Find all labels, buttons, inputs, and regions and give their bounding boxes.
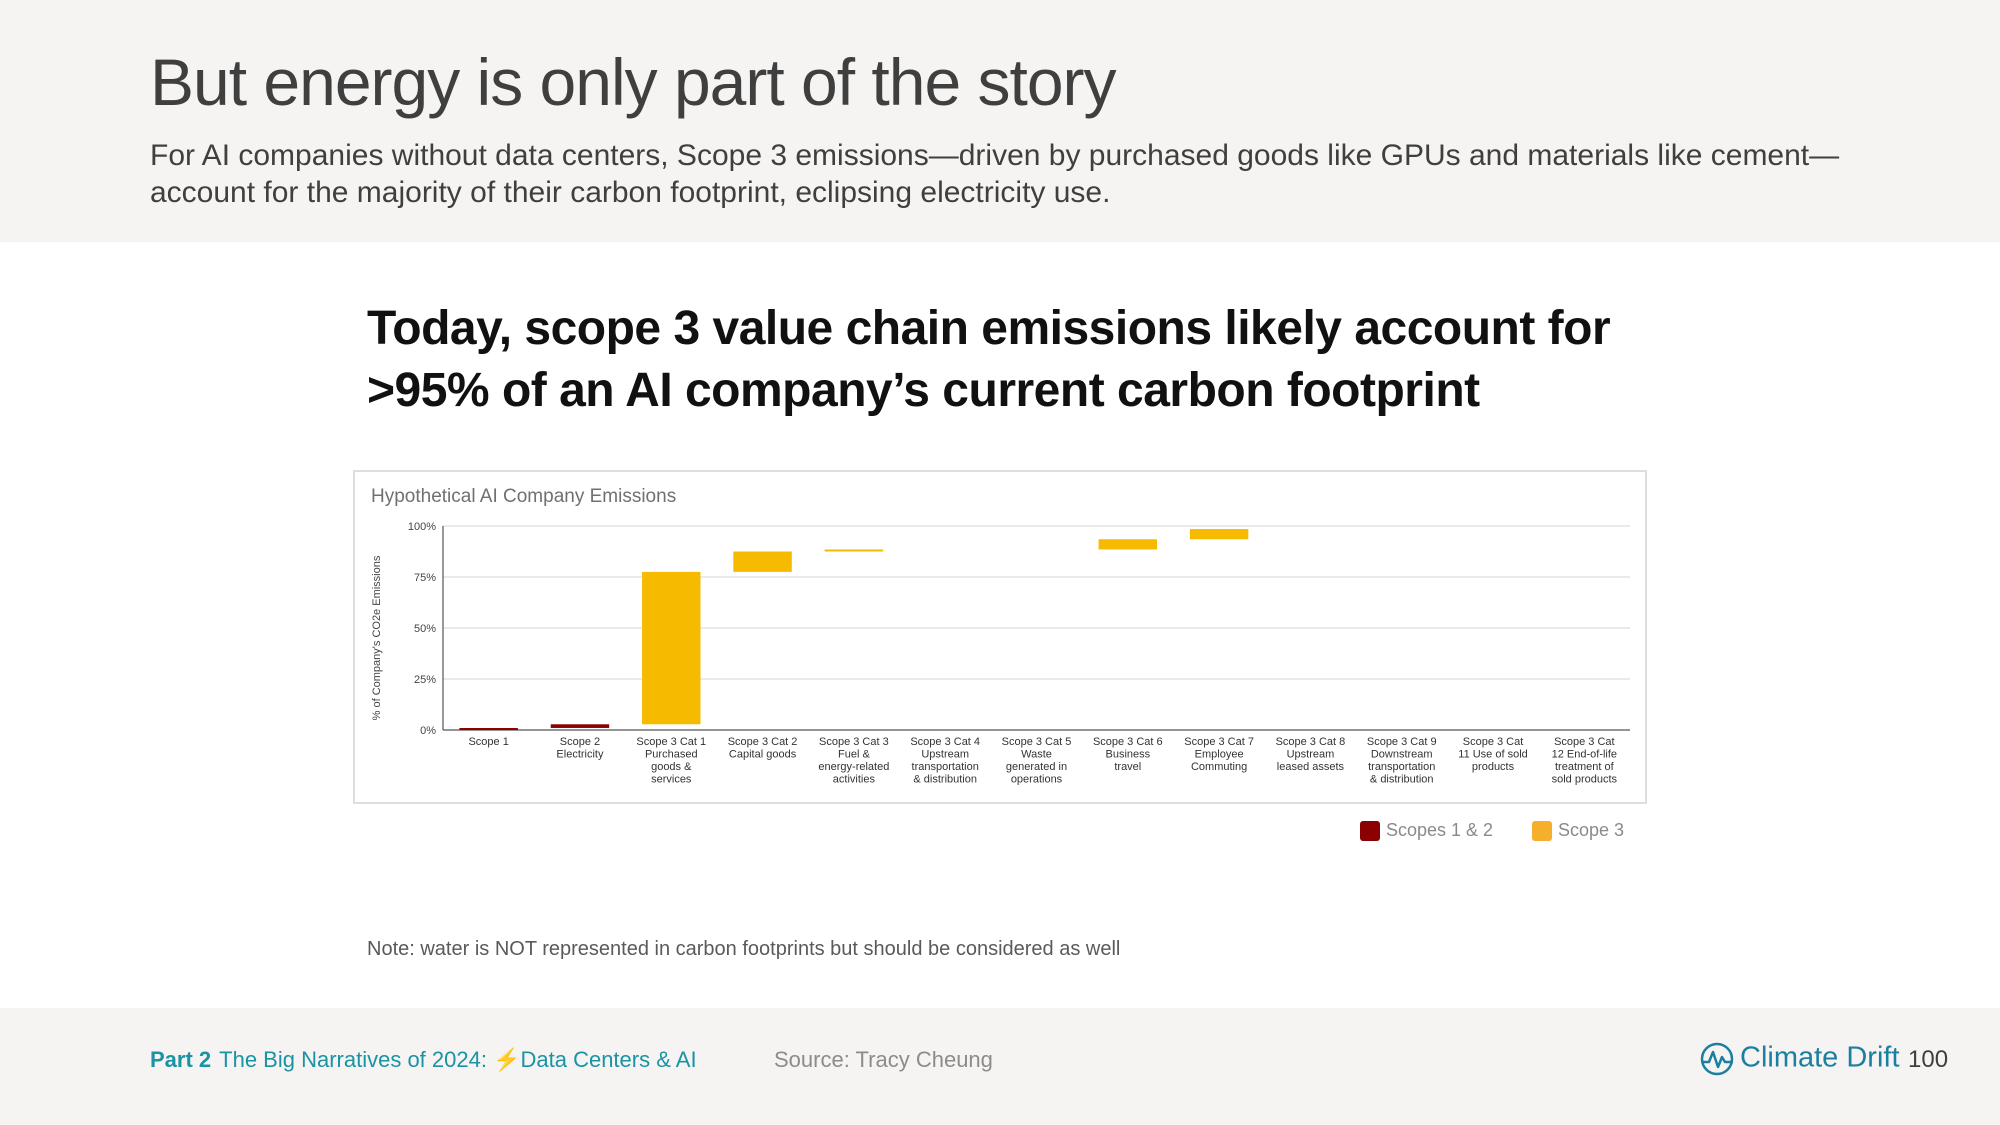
- x-tick-label: Scope 3 Cat 8: [1276, 736, 1346, 748]
- x-tick-label: goods &: [651, 761, 692, 773]
- x-tick-label: transportation: [1368, 761, 1435, 773]
- x-tick-label: Capital goods: [729, 749, 797, 761]
- x-tick-label: Scope 3 Cat 4: [910, 736, 980, 748]
- x-tick-label: Scope 3 Cat 6: [1093, 736, 1163, 748]
- x-tick-label: Commuting: [1191, 761, 1247, 773]
- x-tick-label: Scope 3 Cat 2: [728, 736, 798, 748]
- x-tick-label: 11 Use of sold: [1458, 749, 1528, 761]
- x-tick-label: Upstream: [921, 749, 969, 761]
- page-number: 100: [1908, 1046, 1949, 1073]
- chart-title: Hypothetical AI Company Emissions: [371, 486, 676, 507]
- chart-headline: Today, scope 3 value chain emissions lik…: [367, 302, 1611, 417]
- footer-band: [0, 1008, 2000, 1125]
- x-tick-label: Downstream: [1371, 749, 1433, 761]
- page-subtitle: For AI companies without data centers, S…: [150, 139, 1840, 209]
- x-tick-label: energy-related: [818, 761, 889, 773]
- page-title: But energy is only part of the story: [150, 45, 1117, 119]
- bar-scope-3: [824, 549, 884, 552]
- x-tick-label: Scope 3 Cat 5: [1002, 736, 1072, 748]
- legend-item-scopes-1-2: Scopes 1 & 2: [1360, 820, 1494, 842]
- x-tick-label: Fuel &: [838, 749, 870, 761]
- chart-frame: Hypothetical AI Company Emissions 0% 25% 50…: [353, 470, 1647, 804]
- x-tick-label: Scope 3 Cat: [1554, 736, 1615, 748]
- x-tick-label: Business: [1105, 749, 1150, 761]
- legend-swatch-scope-3: [1532, 821, 1552, 842]
- x-tick-label: Scope 3 Cat 3: [819, 736, 889, 748]
- y-tick-label: 75%: [414, 572, 436, 584]
- legend-item-scope-3: Scope 3: [1532, 820, 1625, 842]
- section-title-post: Data Centers & AI: [520, 1047, 697, 1072]
- y-tick-label: 0%: [420, 725, 436, 737]
- y-tick-label: 100%: [408, 521, 436, 533]
- x-tick-label: Purchased: [645, 749, 698, 761]
- lightning-icon: ⚡: [493, 1047, 521, 1072]
- climate-drift-logo-icon: [1700, 1042, 1734, 1076]
- x-tick-label: & distribution: [1370, 774, 1434, 786]
- bar-scope-3: [733, 551, 792, 572]
- header-band: But energy is only part of the story For…: [0, 0, 2000, 242]
- x-tick-label: Electricity: [556, 749, 604, 761]
- x-tick-label: sold products: [1552, 774, 1618, 786]
- legend-label: Scopes 1 & 2: [1386, 820, 1494, 840]
- bar-scope-3: [1189, 529, 1249, 540]
- x-tick-label: Waste: [1021, 749, 1052, 761]
- x-tick-label: transportation: [912, 761, 979, 773]
- x-tick-label: Scope 3 Cat 7: [1184, 736, 1254, 748]
- x-tick-label: leased assets: [1277, 761, 1345, 773]
- chart-note: Note: water is NOT represented in carbon…: [367, 938, 1121, 960]
- x-tick-label: 12 End-of-life: [1552, 749, 1617, 761]
- x-tick-label: services: [651, 774, 692, 786]
- x-tick-label: treatment of: [1555, 761, 1615, 773]
- x-tick-label: & distribution: [913, 774, 977, 786]
- y-tick-label: 50%: [414, 623, 436, 635]
- section-title-pre: The Big Narratives of 2024:: [219, 1047, 494, 1072]
- bar-scope-3: [642, 571, 701, 725]
- x-tick-label: Scope 3 Cat: [1463, 736, 1524, 748]
- x-tick-label: travel: [1114, 761, 1141, 773]
- brand-logo: Climate Drift: [1698, 1040, 1900, 1080]
- emissions-chart: Hypothetical AI Company Emissions 0% 25% 50…: [371, 486, 1630, 786]
- x-tick-label: Employee: [1195, 749, 1244, 761]
- footer-section-link[interactable]: Part 2 The Big Narratives of 2024: ⚡Data …: [150, 1047, 697, 1073]
- x-tick-label: activities: [833, 774, 876, 786]
- part-label: Part 2: [150, 1047, 212, 1072]
- x-tick-label: Upstream: [1287, 749, 1335, 761]
- y-axis-label: % of Company's CO2e Emissions: [371, 555, 383, 720]
- bar-scopes-1-2: [459, 728, 518, 730]
- x-tick-label: Scope 2: [560, 736, 600, 748]
- x-tick-label: operations: [1011, 774, 1063, 786]
- x-tick-label: generated in: [1006, 761, 1067, 773]
- source-credit: Source: Tracy Cheung: [774, 1047, 993, 1072]
- bar-scope-3: [1098, 539, 1158, 550]
- x-tick-label: Scope 1: [468, 736, 508, 748]
- bar-scopes-1-2: [550, 724, 610, 728]
- legend-label: Scope 3: [1558, 820, 1625, 840]
- legend-swatch-scopes-1-2: [1360, 821, 1380, 842]
- x-tick-label: Scope 3 Cat 1: [636, 736, 706, 748]
- y-tick-label: 25%: [414, 674, 436, 686]
- brand-name: Climate Drift: [1740, 1041, 1900, 1074]
- x-tick-label: Scope 3 Cat 9: [1367, 736, 1437, 748]
- x-tick-label: products: [1472, 761, 1515, 773]
